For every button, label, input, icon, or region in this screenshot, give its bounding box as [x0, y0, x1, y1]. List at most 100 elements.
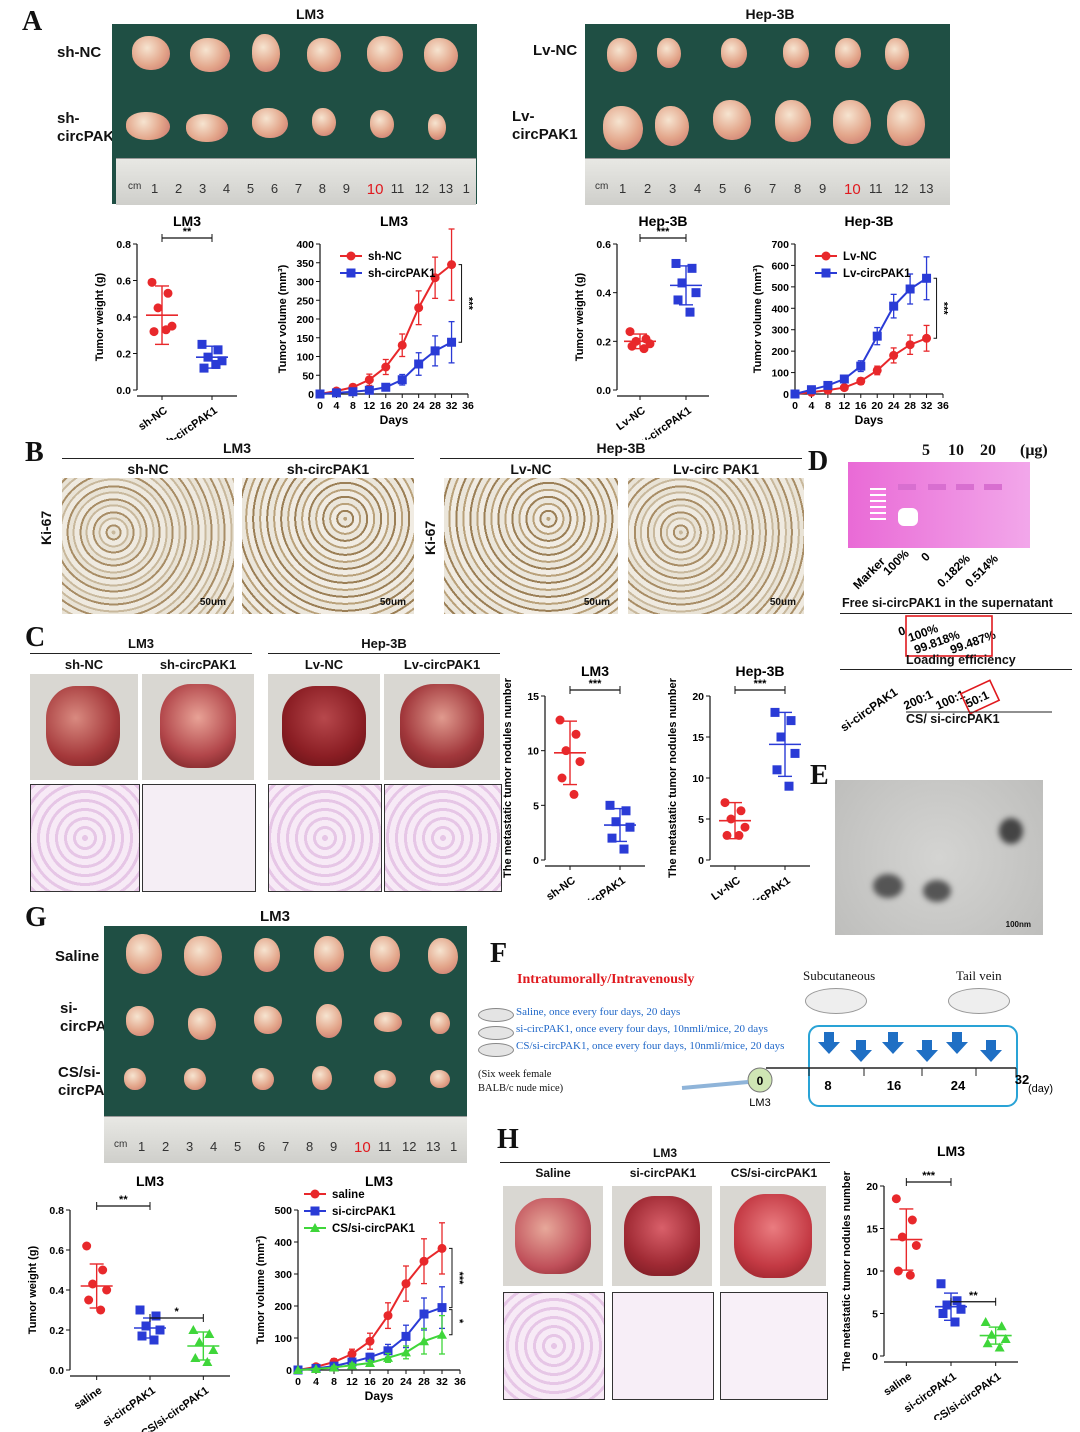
- panel-h-title: LM3: [653, 1146, 677, 1160]
- x-tick-label: Lv-circPAK1: [733, 875, 793, 900]
- timeline-unit: (day): [1028, 1083, 1053, 1095]
- data-point: [986, 1329, 997, 1339]
- y-tick-label: 150: [296, 333, 314, 345]
- y-tick-label: 0.8: [116, 239, 131, 251]
- x-tick-label: 32: [921, 400, 933, 412]
- data-point: [905, 284, 915, 294]
- ruler-num: 5: [719, 181, 727, 196]
- ruler-num: 4: [222, 181, 231, 196]
- data-point: [839, 383, 849, 393]
- significance-label: ***: [754, 678, 768, 690]
- scale-bar-label: 50um: [199, 597, 226, 608]
- group-saline: Saline, once every four days, 20 days: [516, 1006, 681, 1018]
- x-tick-label: 36: [462, 400, 474, 412]
- panel-b-hep-title: Hep-3B: [596, 440, 646, 456]
- chart-title: Hep-3B: [735, 663, 784, 679]
- ki67-label-lm3: Ki-67: [38, 510, 54, 545]
- y-tick-label: 10: [866, 1266, 878, 1278]
- y-axis-label: The metastatic tumor nodules number: [502, 677, 514, 878]
- ruler-num: 2: [162, 1139, 170, 1154]
- legend-marker: [310, 1189, 320, 1199]
- y-axis-label: The metastatic tumor nodules number: [667, 677, 679, 878]
- lung-photo-si-circpak1: [612, 1186, 712, 1286]
- y-tick-label: 0.0: [116, 385, 131, 397]
- x-tick-label: 16: [855, 400, 867, 412]
- y-tick-label: 100: [296, 352, 314, 364]
- chart-title: LM3: [136, 1173, 164, 1189]
- panel-b-col-lv-circpak1: Lv-circ PAK1: [672, 461, 760, 477]
- x-tick-label: 28: [429, 400, 441, 412]
- y-tick-label: 5: [533, 800, 539, 812]
- y-tick-label: 0.8: [49, 1205, 64, 1217]
- he-image-lv-circpak1: [384, 784, 502, 892]
- y-tick-label: 200: [274, 1301, 292, 1313]
- mouse-icon: [478, 1043, 514, 1057]
- he-image-saline: [503, 1292, 605, 1400]
- y-tick-label: 5: [698, 814, 704, 826]
- legend-marker: [821, 268, 831, 278]
- chart-title: LM3: [380, 213, 408, 229]
- ruler-num: 7: [282, 1139, 290, 1154]
- data-point: [383, 1311, 393, 1321]
- data-point: [197, 339, 207, 349]
- data-point: [621, 806, 631, 816]
- chart-title: LM3: [581, 663, 609, 679]
- data-point: [905, 340, 915, 350]
- ruler-num: 11: [869, 181, 883, 196]
- data-point: [673, 295, 683, 305]
- lung-photo-sh-nc: [30, 674, 138, 780]
- data-point: [135, 1305, 145, 1315]
- data-point: [419, 1256, 429, 1266]
- y-tick-label: 0: [698, 855, 704, 867]
- panel-label-e: E: [810, 760, 829, 791]
- subcutaneous-label: Subcutaneous: [803, 968, 876, 983]
- panel-h-col-si-circpak1: si-circPAK1: [629, 1166, 697, 1180]
- data-point: [365, 1336, 375, 1346]
- ruler-num: 13: [438, 181, 454, 196]
- y-tick-label: 50: [302, 370, 314, 382]
- data-point: [202, 1357, 213, 1366]
- data-point: [293, 1365, 303, 1374]
- y-tick-label: 250: [296, 295, 314, 307]
- mice-line-2: BALB/c nude mice): [478, 1083, 564, 1094]
- x-tick-label: saline: [882, 1371, 914, 1399]
- data-point: [381, 362, 391, 372]
- significance-bracket: [449, 1247, 453, 1309]
- y-axis-label: Tumor weight (g): [574, 272, 586, 361]
- data-point: [153, 303, 163, 313]
- legend-marker: [310, 1206, 320, 1216]
- scale-bar-label: 50um: [769, 597, 796, 608]
- route-label: Intratumorally/Intravenously: [517, 972, 695, 987]
- lung-photo-lv-circpak1: [384, 674, 500, 780]
- ihc-image-sh-nc: 50um: [62, 478, 234, 614]
- lung-photo-saline: [503, 1186, 603, 1286]
- mice-description: (Six week female BALB/c nude mice): [478, 1068, 563, 1096]
- he-image-si-circpak1: [612, 1292, 714, 1400]
- ruler-num: 13: [426, 1139, 441, 1154]
- hep-ruler-scale: cm 1 2 3 4 5 6 7 8 9 10 11 12 13: [585, 159, 950, 198]
- data-point: [772, 765, 782, 775]
- ruler-num: 7: [294, 181, 303, 196]
- y-tick-label: 0: [308, 389, 314, 401]
- dose-10: 10: [948, 442, 964, 459]
- free-sirna-label: Free si-circPAK1 in the supernatant: [842, 596, 1053, 610]
- significance-bracket: [449, 1309, 453, 1336]
- data-point: [381, 382, 391, 392]
- down-arrow-icon: [946, 1032, 968, 1054]
- x-tick-label: 8: [331, 1376, 337, 1388]
- ruler-num: 1: [450, 1139, 458, 1154]
- data-point: [88, 1279, 98, 1289]
- x-tick-label: Lv-NC: [709, 875, 742, 900]
- data-point: [982, 1338, 993, 1348]
- x-tick-label: 16: [380, 400, 392, 412]
- y-tick-label: 0: [286, 1365, 292, 1377]
- cell-cluster-icon: [747, 1067, 773, 1093]
- data-point: [605, 800, 615, 810]
- panel-a-lm3-title: LM3: [296, 6, 324, 22]
- x-tick-label: 36: [454, 1376, 466, 1388]
- legend-label: CS/si-circPAK1: [332, 1223, 415, 1235]
- data-point: [856, 361, 866, 371]
- data-point: [217, 356, 227, 366]
